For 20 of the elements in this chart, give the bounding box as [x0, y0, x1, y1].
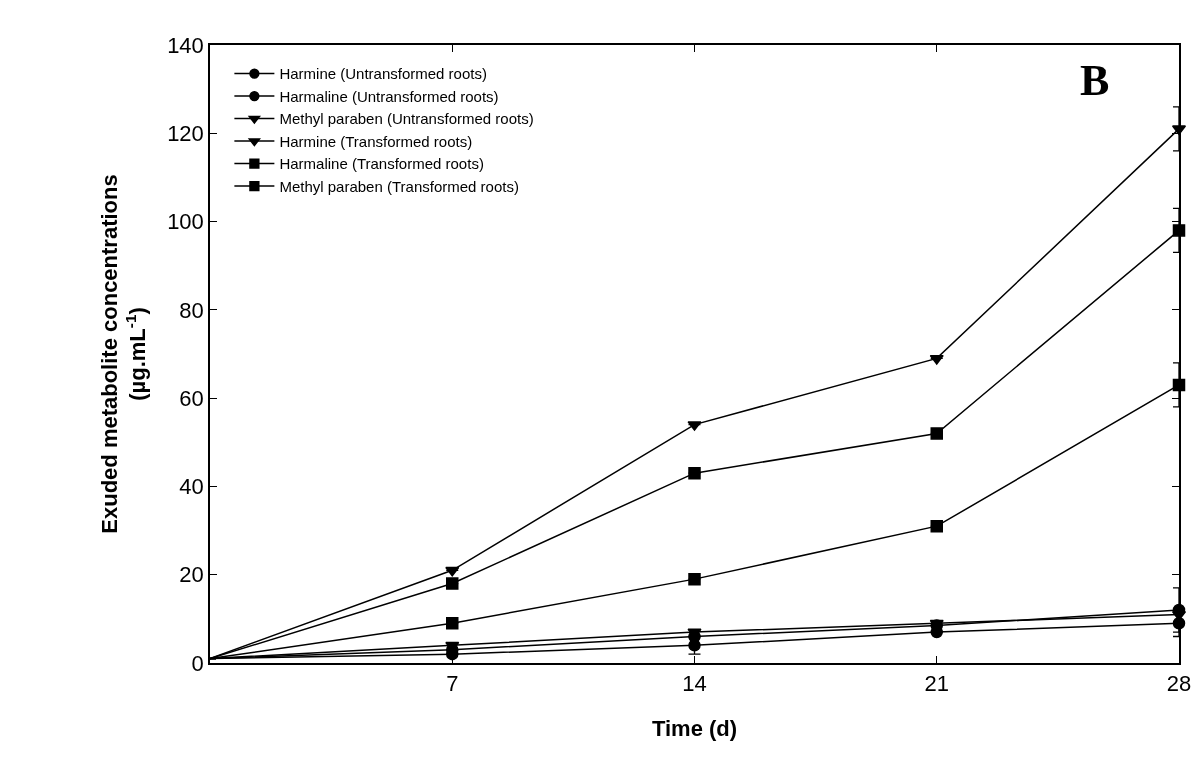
legend-label: Methyl paraben (Untransformed roots) — [279, 110, 534, 128]
legend-label: Harmaline (Transformed roots) — [279, 155, 484, 173]
legend-label: Harmine (Transformed roots) — [279, 132, 473, 150]
annotation: B — [1080, 56, 1110, 105]
y-tick-label: 20 — [179, 562, 204, 588]
y-tick-label: 40 — [179, 474, 204, 500]
y-tick-label: 100 — [167, 209, 204, 235]
x-tick-label: 7 — [446, 671, 459, 697]
y-tick-label: 140 — [167, 32, 204, 58]
y-tick-label: 120 — [167, 120, 204, 146]
y-tick-label: 0 — [191, 650, 204, 676]
legend-label: Harmine (Untransformed roots) — [279, 65, 487, 83]
y-tick-label: 80 — [179, 297, 204, 323]
legend-label: Harmaline (Untransformed roots) — [279, 87, 499, 105]
x-tick-label: 21 — [924, 671, 949, 697]
x-axis-title: Time (d) — [651, 715, 738, 741]
x-tick-label: 14 — [682, 671, 707, 697]
y-tick-label: 60 — [179, 385, 204, 411]
x-tick-label: 28 — [1166, 671, 1192, 697]
legend-label: Methyl paraben (Transformed roots) — [279, 177, 519, 195]
